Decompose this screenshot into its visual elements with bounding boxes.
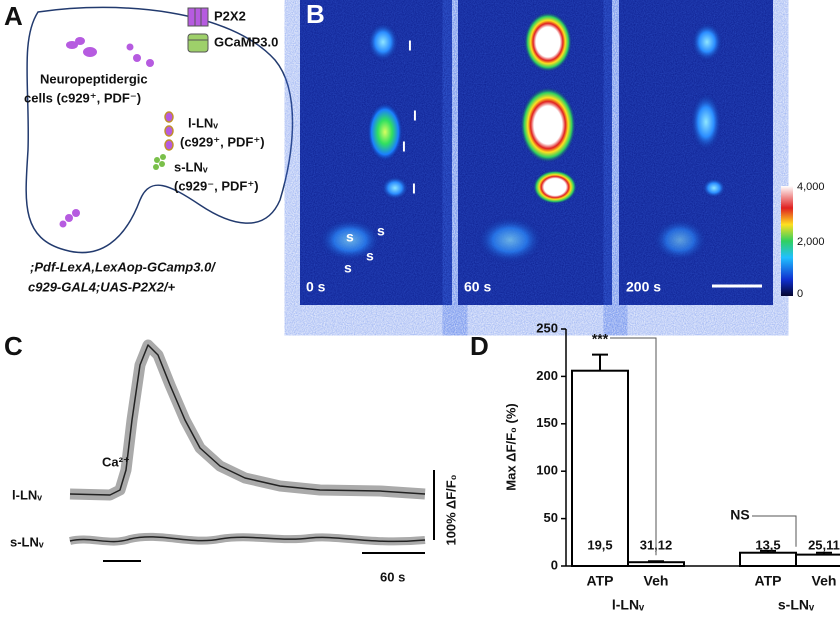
y-tick-label: 250 bbox=[536, 320, 558, 335]
significance-bracket bbox=[752, 515, 797, 547]
ion-label: Ca²⁺ bbox=[102, 454, 130, 469]
cell-label: Neuropeptidergic bbox=[40, 71, 148, 86]
trace-label: l-LNᵥ bbox=[12, 487, 42, 502]
trace-label: s-LNᵥ bbox=[10, 534, 44, 549]
time-label: 200 s bbox=[626, 279, 661, 295]
x-tick-label: ATP bbox=[587, 573, 614, 589]
significance-label: NS bbox=[730, 507, 749, 523]
y-tick-label: 200 bbox=[536, 368, 558, 383]
cell-marker: l bbox=[413, 108, 417, 124]
bar bbox=[795, 553, 840, 568]
legend-label: P2X2 bbox=[214, 8, 246, 23]
time-scale-label: 60 s bbox=[380, 569, 405, 584]
cell-marker: s bbox=[366, 248, 374, 264]
error-bar bbox=[760, 549, 776, 553]
image-0s bbox=[300, 0, 452, 305]
image-200s bbox=[619, 0, 773, 305]
brain-outline bbox=[25, 6, 294, 254]
y-tick-label: 50 bbox=[544, 510, 558, 525]
cell-marker: l bbox=[412, 181, 416, 197]
error-bar bbox=[816, 551, 832, 555]
x-tick-label: Veh bbox=[812, 573, 837, 589]
time-label: 0 s bbox=[306, 279, 326, 295]
cell-label: (c929⁺, PDF⁺) bbox=[180, 134, 265, 149]
colorbar-label: 0 bbox=[797, 288, 803, 300]
panel-letter: D bbox=[470, 331, 489, 361]
bar bbox=[571, 369, 629, 567]
n-label: 19,5 bbox=[587, 537, 612, 552]
cell-label: s-LNᵥ bbox=[174, 159, 208, 174]
time-label: 60 s bbox=[464, 279, 491, 295]
error-bar bbox=[592, 353, 608, 371]
y-tick-label: 150 bbox=[536, 415, 558, 430]
significance-bracket bbox=[610, 337, 657, 556]
colorbar-label: 4,000 bbox=[797, 181, 825, 193]
cell-marker: l bbox=[408, 38, 412, 54]
legend-label: GCaMP3.0 bbox=[214, 34, 278, 49]
cell-marker: l bbox=[402, 139, 406, 155]
bar-chart: 05010015020025019,5ATP31,12Veh13,5ATP25,… bbox=[536, 320, 840, 613]
y-tick-label: 100 bbox=[536, 463, 558, 478]
s-lnv-trace bbox=[69, 536, 426, 543]
legend-icons bbox=[187, 7, 209, 53]
colorbar bbox=[781, 186, 793, 296]
cell-label: l-LNᵥ bbox=[188, 115, 218, 130]
panel-letter: C bbox=[4, 331, 23, 361]
neuron-dots bbox=[59, 37, 174, 228]
colorbar-label: 2,000 bbox=[797, 236, 825, 248]
y-axis-title: Max ΔF/F₀ (%) bbox=[503, 403, 518, 490]
x-tick-label: ATP bbox=[755, 573, 782, 589]
significance-label: *** bbox=[592, 331, 609, 347]
y-tick-label: 0 bbox=[551, 557, 558, 572]
panel-letter: A bbox=[4, 1, 23, 31]
genotype: ;Pdf-LexA,LexAop-GCamp3.0/ bbox=[30, 259, 216, 274]
x-tick-label: Veh bbox=[644, 573, 669, 589]
amplitude-scale-label: 100% ΔF/F₀ bbox=[443, 474, 458, 545]
l-lnv-trace bbox=[69, 344, 426, 496]
genotype: c929-GAL4;UAS-P2X2/+ bbox=[28, 279, 175, 294]
cell-label: cells (c929⁺, PDF⁻) bbox=[24, 90, 141, 105]
panel-letter: B bbox=[306, 0, 325, 29]
cell-marker: s bbox=[346, 229, 354, 245]
l-lnv-sem bbox=[69, 339, 426, 501]
image-60s bbox=[458, 0, 612, 305]
n-label: 13,5 bbox=[755, 537, 780, 552]
error-bar bbox=[648, 560, 664, 563]
n-label: 25,11 bbox=[808, 537, 840, 552]
cell-label: (c929⁻, PDF⁺) bbox=[174, 178, 259, 193]
group-label: l-LNᵥ bbox=[612, 597, 645, 613]
cell-marker: s bbox=[344, 260, 352, 276]
bar bbox=[739, 551, 797, 568]
s-lnv-dots bbox=[153, 154, 166, 170]
bar bbox=[627, 561, 685, 568]
cell-marker: s bbox=[377, 223, 385, 239]
group-label: s-LNᵥ bbox=[778, 597, 815, 613]
